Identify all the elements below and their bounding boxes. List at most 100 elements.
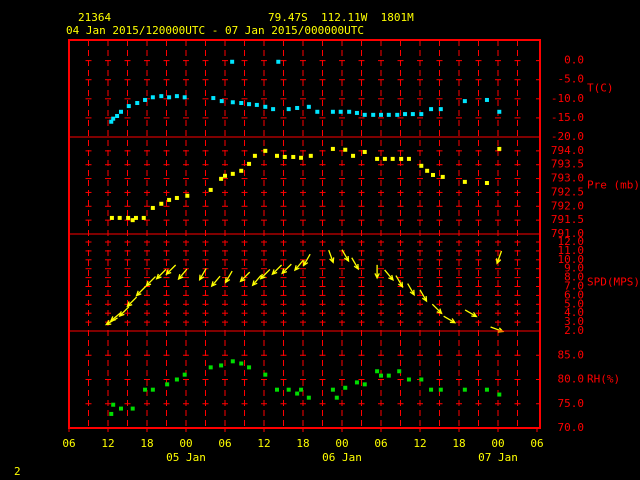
x-tick-label: 00: [335, 437, 348, 450]
wind-arrow: [259, 268, 271, 280]
data-point: [330, 109, 335, 114]
data-point: [406, 156, 411, 161]
y-tick-label: 70.0: [558, 421, 585, 434]
x-tick-label: 18: [452, 437, 465, 450]
data-point: [375, 369, 380, 374]
wind-arrow: [177, 268, 188, 281]
data-point: [375, 156, 380, 161]
data-point: [275, 387, 279, 392]
y-tick-label: -10.0: [551, 92, 584, 105]
data-point: [150, 95, 155, 100]
y-tick-label: 0.0: [564, 54, 584, 67]
data-point: [119, 406, 123, 411]
data-point: [497, 392, 502, 397]
y-tick-label: -5.0: [558, 73, 585, 86]
data-point: [111, 402, 116, 407]
data-point: [399, 156, 404, 161]
data-point: [165, 382, 170, 387]
data-point: [438, 107, 443, 112]
data-point: [395, 112, 400, 117]
data-point: [276, 59, 281, 64]
y-tick-label: 9.0: [564, 262, 584, 275]
data-point: [371, 112, 376, 117]
y-tick-label: 3.0: [564, 315, 584, 328]
data-point: [419, 377, 424, 382]
data-point: [271, 107, 276, 112]
data-point: [254, 102, 259, 107]
data-point: [429, 107, 434, 112]
x-tick-label: 06: [374, 437, 387, 450]
data-point: [211, 96, 216, 101]
y-tick-label: 5.0: [564, 297, 584, 310]
y-tick-label: 792.0: [551, 199, 584, 212]
wind-arrow: [271, 264, 283, 276]
date-label: 06 Jan: [322, 451, 362, 464]
data-point: [462, 99, 467, 104]
data-point: [230, 100, 235, 105]
data-point: [299, 155, 304, 160]
panel-label: Pre (mb): [587, 179, 640, 192]
data-point: [219, 176, 224, 181]
data-point: [282, 154, 287, 159]
wind-arrow: [224, 270, 233, 284]
data-point: [330, 387, 335, 392]
data-point: [150, 387, 155, 392]
period: 04 Jan 2015/120000UTC - 07 Jan 2015/0000…: [66, 24, 364, 37]
wind-arrow: [165, 264, 177, 276]
y-tick-label: 792.5: [551, 185, 584, 198]
data-point: [484, 387, 489, 392]
data-point: [247, 102, 252, 107]
x-tick-label: 06: [530, 437, 543, 450]
data-point: [462, 387, 467, 392]
wind-arrow: [302, 253, 311, 267]
data-point: [330, 146, 335, 151]
data-point: [239, 101, 244, 106]
data-point: [308, 153, 313, 158]
x-tick-label: 00: [179, 437, 192, 450]
y-tick-label: 85.0: [558, 348, 585, 361]
wind-arrow: [198, 268, 207, 281]
data-point: [382, 156, 387, 161]
data-point: [397, 369, 402, 374]
wind-arrow: [328, 249, 335, 264]
data-point: [410, 112, 415, 117]
y-tick-label: 6.0: [564, 288, 584, 301]
data-point: [143, 97, 148, 102]
data-point: [219, 363, 224, 368]
data-point: [275, 153, 279, 158]
data-point: [247, 365, 252, 370]
wind-arrow: [431, 303, 443, 315]
x-tick-label: 12: [257, 437, 270, 450]
data-point: [291, 154, 296, 159]
data-point: [306, 104, 311, 109]
panel-label: RH(%): [587, 373, 620, 386]
data-point: [252, 153, 257, 158]
data-point: [484, 181, 489, 186]
data-point: [295, 105, 300, 110]
data-point: [419, 112, 424, 117]
station-location: 79.47S 112.11W 1801M: [268, 11, 414, 24]
y-tick-label: -20.0: [551, 130, 584, 143]
data-point: [182, 372, 187, 377]
data-point: [174, 94, 179, 99]
wind-arrow: [239, 271, 251, 283]
wind-arrow: [351, 257, 359, 271]
data-point: [406, 377, 411, 382]
data-point: [386, 112, 391, 117]
data-point: [219, 99, 224, 104]
data-point: [150, 205, 155, 210]
data-point: [263, 104, 268, 109]
y-tick-label: 791.0: [551, 227, 584, 240]
data-point: [338, 109, 343, 114]
wind-arrow: [118, 306, 130, 318]
y-tick-label: 793.0: [551, 172, 584, 185]
data-point: [111, 116, 116, 121]
data-point: [484, 97, 489, 102]
data-point: [126, 215, 131, 220]
data-point: [438, 387, 443, 392]
wind-arrow: [135, 285, 147, 297]
data-point: [239, 361, 244, 366]
x-tick-label: 00: [491, 437, 504, 450]
x-tick-label: 12: [101, 437, 114, 450]
